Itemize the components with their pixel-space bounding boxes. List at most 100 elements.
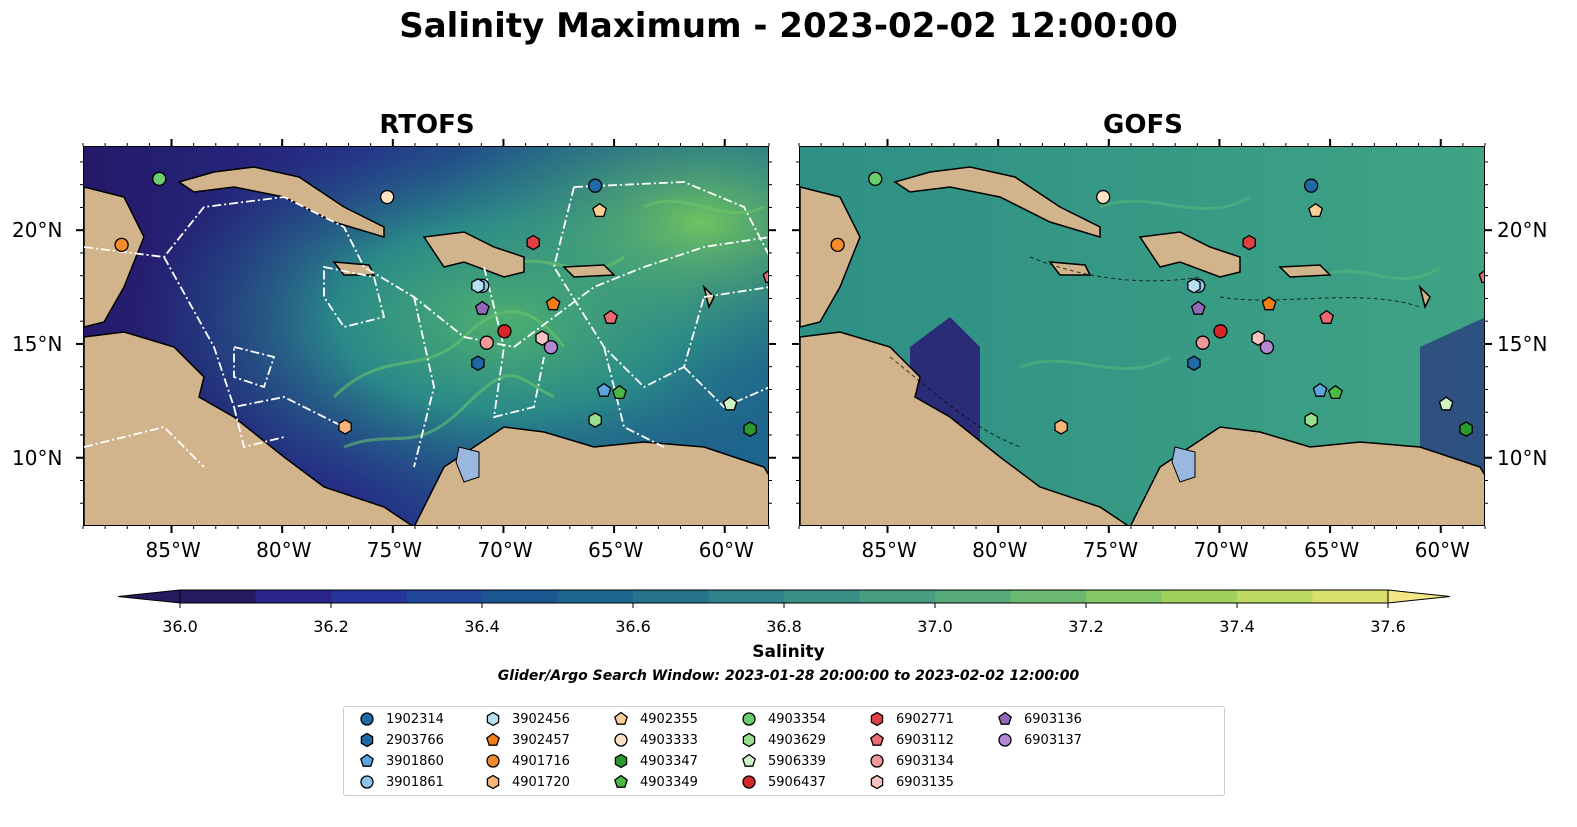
legend-marker-icon [360, 775, 374, 789]
rtofs-map[interactable] [83, 146, 769, 526]
legend-item-3901861: 3901861 [358, 772, 444, 792]
legend-label: 4903629 [768, 732, 826, 748]
colorbar-extend-low [117, 589, 181, 604]
legend-marker-icon [614, 753, 628, 769]
legend-marker-6903134 [870, 754, 884, 768]
lon-tick-label: 60°W [698, 538, 754, 562]
colorbar-bin [1086, 590, 1162, 603]
legend-marker-3902456 [486, 711, 500, 727]
legend-marker-4903347 [614, 753, 628, 769]
legend-label: 4903347 [640, 753, 698, 769]
float-marker-6903136 [1190, 300, 1206, 315]
colorbar-bin [859, 590, 936, 603]
float-marker-4903333 [1096, 189, 1111, 205]
float-marker-4903354 [868, 171, 883, 187]
float-marker-4901716 [830, 237, 845, 252]
lon-tick-label: 85°W [145, 538, 201, 562]
legend-item-4903333: 4903333 [612, 730, 698, 750]
legend-label: 3902456 [512, 711, 570, 727]
legend-marker-icon [486, 711, 500, 727]
legend-label: 6902771 [896, 711, 954, 727]
colorbar-tick-label: 37.6 [1370, 617, 1406, 636]
colorbar-bin [1237, 590, 1313, 603]
colorbar-bin [633, 590, 709, 603]
legend-label: 3901860 [386, 753, 444, 769]
float-marker-6903136 [474, 300, 490, 315]
float-marker-4903629 [588, 412, 602, 428]
float-marker-1902314 [588, 178, 603, 193]
float-marker-6903112 [1478, 270, 1484, 284]
colorbar-bin [708, 590, 785, 603]
legend-marker-6902771 [870, 711, 884, 727]
legend-marker-icon [998, 733, 1012, 747]
lon-tick-label: 70°W [1193, 538, 1249, 562]
colorbar-tick-label: 36.8 [766, 617, 802, 636]
legend-marker-icon [486, 732, 500, 746]
legend-marker-icon [870, 732, 884, 746]
legend-item-6903112: 6903112 [868, 730, 954, 750]
float-marker-3902456 [471, 278, 485, 294]
float-marker-6903112 [1319, 309, 1335, 324]
float-marker-4903354 [152, 171, 167, 187]
float-marker-6902771 [1242, 234, 1256, 251]
legend-marker-icon [614, 733, 628, 747]
legend-item-2903766: 2903766 [358, 730, 444, 750]
legend-marker-1902314 [360, 712, 374, 726]
gofs-panel-title: GOFS [1103, 110, 1183, 140]
legend-label: 4901720 [512, 774, 570, 790]
legend-marker-4902355 [614, 711, 628, 725]
legend-label: 4903333 [640, 732, 698, 748]
lon-tick-label: 80°W [256, 538, 312, 562]
float-marker-5906339 [1438, 396, 1454, 411]
float-marker-6903112 [762, 270, 768, 284]
lon-tick-label: 70°W [477, 538, 533, 562]
legend-label: 6903136 [1024, 711, 1082, 727]
legend-marker-3901861 [360, 775, 374, 789]
legend-item-5906339: 5906339 [740, 751, 826, 771]
colorbar-bin [1312, 590, 1389, 603]
legend-label: 6903112 [896, 732, 954, 748]
colorbar-tick-label: 37.4 [1219, 617, 1255, 636]
legend-item-4901716: 4901716 [484, 751, 570, 771]
legend-item-4903349: 4903349 [612, 772, 698, 792]
legend-label: 6903135 [896, 774, 954, 790]
legend-marker-icon [486, 754, 500, 768]
float-marker-3901860 [1312, 382, 1328, 397]
legend-item-6903134: 6903134 [868, 751, 954, 771]
float-marker-5906339 [722, 396, 738, 411]
float-marker-4903349 [1328, 384, 1343, 400]
colorbar-tick-label: 36.6 [615, 617, 651, 636]
colorbar-bin [331, 590, 407, 603]
legend-label: 6903134 [896, 753, 954, 769]
lon-tick-label: 65°W [588, 538, 644, 562]
float-marker-3901860 [596, 382, 612, 397]
float-marker-1902314 [1304, 178, 1319, 193]
legend-marker-icon [870, 754, 884, 768]
gofs-map[interactable] [799, 146, 1485, 526]
float-marker-4901720 [338, 419, 352, 435]
legend-marker-4903349 [614, 774, 628, 788]
legend-marker-6903136 [998, 711, 1012, 725]
legend-marker-6903137 [998, 733, 1012, 747]
legend-marker-icon [742, 732, 756, 748]
float-marker-6903134 [1195, 335, 1210, 350]
rtofs-panel-title: RTOFS [379, 110, 475, 140]
colorbar-bin [557, 590, 634, 603]
legend-marker-3902457 [486, 732, 500, 746]
legend-label: 1902314 [386, 711, 444, 727]
legend-label: 3902457 [512, 732, 570, 748]
float-marker-2903766 [1187, 355, 1201, 371]
float-marker-4903347 [1459, 421, 1473, 437]
colorbar-bin [180, 590, 256, 603]
legend-item-6903136: 6903136 [996, 709, 1082, 729]
float-marker-3902457 [1261, 296, 1277, 311]
legend-item-4903347: 4903347 [612, 751, 698, 771]
colorbar-bin [1010, 590, 1087, 603]
legend-item-6903135: 6903135 [868, 772, 954, 792]
colorbar-extend-high [1387, 589, 1451, 604]
colorbar-tick-label: 36.2 [313, 617, 349, 636]
legend-item-3902456: 3902456 [484, 709, 570, 729]
legend-marker-4901716 [486, 754, 500, 768]
colorbar-bin [935, 590, 1011, 603]
float-marker-4902355 [1308, 202, 1324, 218]
